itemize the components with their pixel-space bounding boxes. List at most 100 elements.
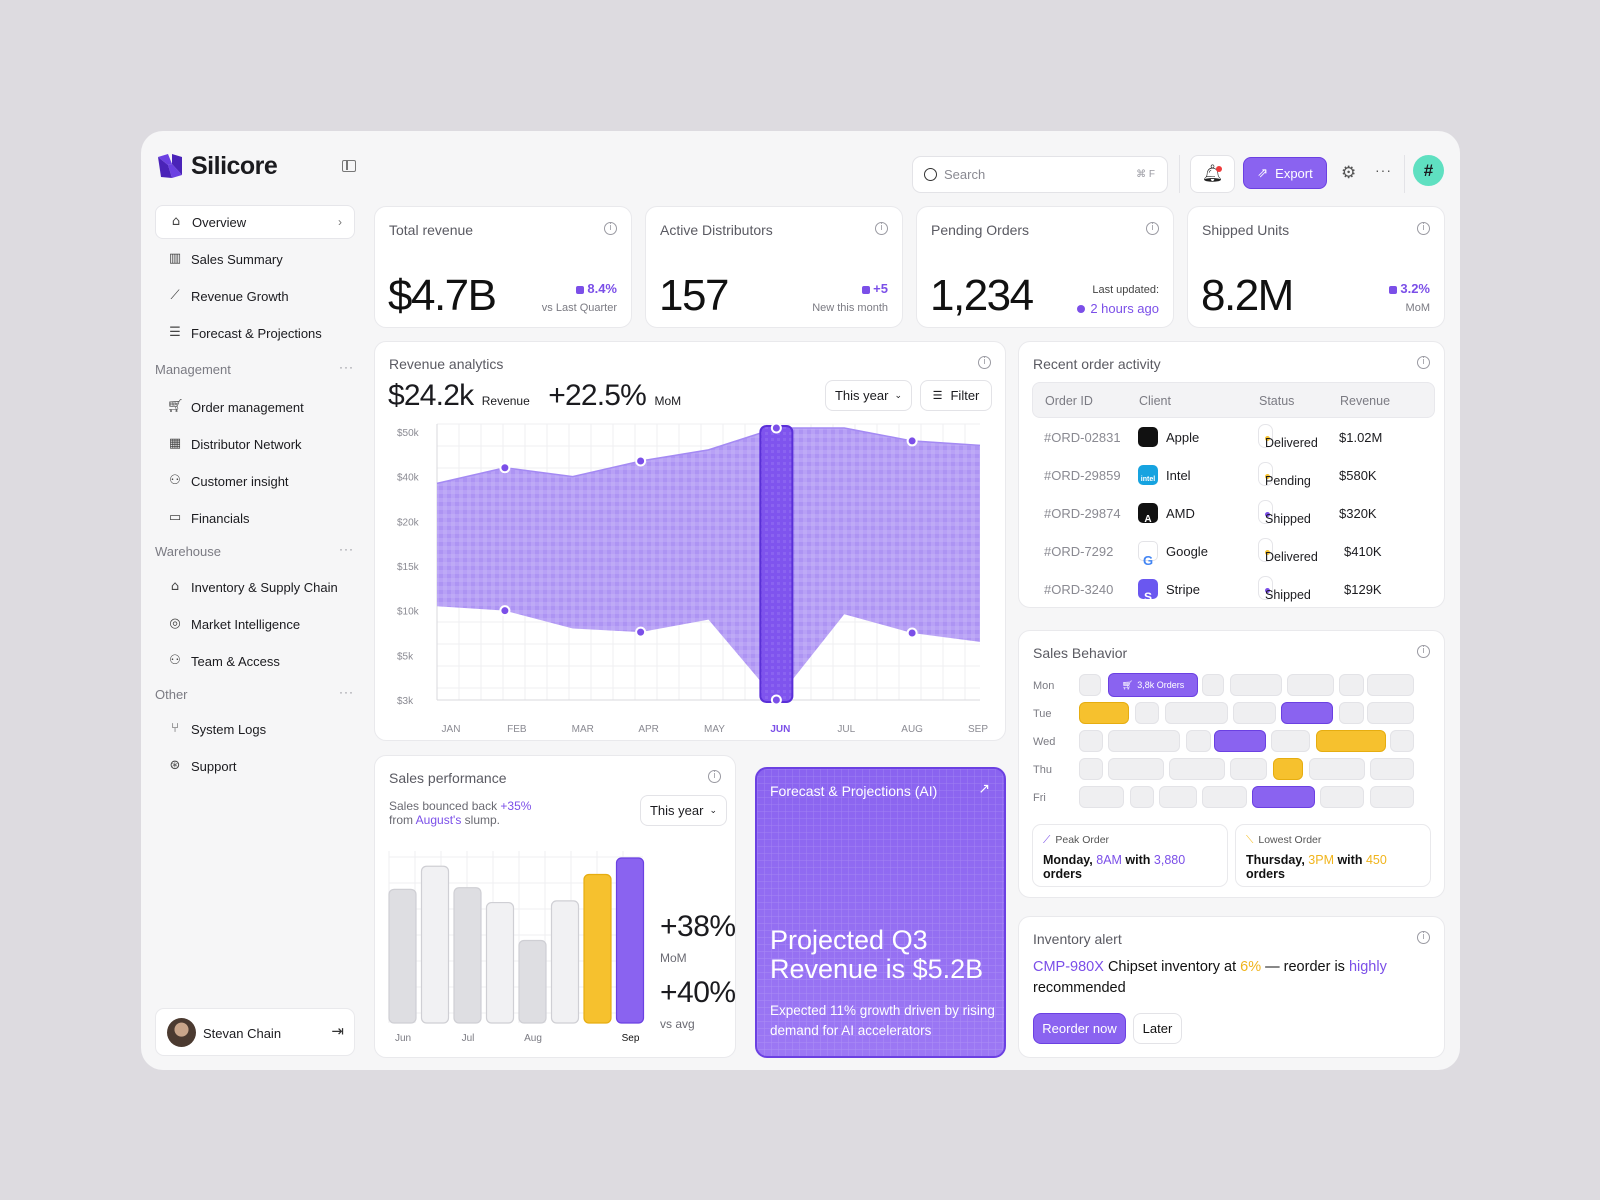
more-icon[interactable]: ··· <box>339 685 354 699</box>
heatmap-cell[interactable] <box>1186 730 1211 752</box>
sidebar-item-revenue-growth[interactable]: ⟋ Revenue Growth <box>155 279 355 313</box>
card-title: Revenue analytics <box>389 356 504 372</box>
heatmap-cell[interactable] <box>1252 786 1315 808</box>
kpi-change: +5 <box>862 281 888 296</box>
more-icon[interactable]: ··· <box>339 360 354 374</box>
sidebar-item-forecast[interactable]: ☰ Forecast & Projections <box>155 316 355 350</box>
heatmap-cell[interactable] <box>1135 702 1159 724</box>
peak-text: Monday, 8AM with 3,880 orders <box>1043 853 1185 881</box>
heatmap-cell[interactable] <box>1370 786 1414 808</box>
section-label-other: Other <box>155 687 188 702</box>
sales-perf-note: Sales bounced back +35% from August's sl… <box>389 799 531 827</box>
reorder-button[interactable]: Reorder now <box>1033 1013 1126 1044</box>
heatmap-cell[interactable] <box>1108 758 1164 780</box>
collapse-sidebar-icon[interactable] <box>342 160 356 172</box>
heatmap-cell[interactable] <box>1230 674 1282 696</box>
heatmap-cell[interactable] <box>1079 786 1124 808</box>
heatmap-cell[interactable] <box>1165 702 1228 724</box>
card-title: Sales performance <box>389 770 507 786</box>
workspace-avatar[interactable]: # <box>1413 155 1444 186</box>
sidebar-item-financials[interactable]: ▭ Financials <box>155 501 355 535</box>
google-logo-icon: G <box>1138 541 1158 568</box>
clock-icon <box>1077 305 1086 313</box>
table-row[interactable]: #ORD-3240 S Stripe Shipped $129K <box>1032 571 1435 609</box>
export-button[interactable]: ⇗ Export <box>1243 157 1327 189</box>
sidebar-item-support[interactable]: ⊛ Support <box>155 749 355 783</box>
table-row[interactable]: #ORD-29874 A AMD Shipped $320K <box>1032 495 1435 533</box>
heatmap-cell[interactable] <box>1316 730 1386 752</box>
status-text: Shipped <box>1265 512 1311 526</box>
table-row[interactable]: #ORD-29859 intel Intel Pending $580K <box>1032 457 1435 495</box>
heatmap-cell[interactable] <box>1339 674 1364 696</box>
heatmap-cell[interactable] <box>1271 730 1310 752</box>
heatmap-cell[interactable] <box>1281 702 1333 724</box>
heatmap-cell[interactable] <box>1079 758 1103 780</box>
note-text: Sales bounced back <box>389 799 501 813</box>
heatmap-cell[interactable] <box>1320 786 1364 808</box>
heatmap-cell[interactable] <box>1169 758 1225 780</box>
heatmap-cell[interactable] <box>1202 786 1247 808</box>
heatmap-cell[interactable] <box>1287 674 1334 696</box>
sidebar-item-market-intelligence[interactable]: ◎ Market Intelligence <box>155 607 355 641</box>
order-revenue: $580K <box>1339 468 1377 483</box>
heatmap-cell[interactable] <box>1273 758 1303 780</box>
info-icon[interactable]: i <box>708 770 721 783</box>
sales-performance-card: Sales performance i Sales bounced back +… <box>374 755 736 1058</box>
y-tick-label: $40k <box>397 473 420 484</box>
heatmap-cell[interactable] <box>1130 786 1154 808</box>
heatmap-cell[interactable] <box>1370 758 1414 780</box>
search-bar[interactable]: Search ⌘ F <box>912 156 1168 193</box>
heatmap-cell[interactable] <box>1079 730 1103 752</box>
heatmap-cell[interactable] <box>1390 730 1414 752</box>
table-row[interactable]: #ORD-02831 Apple Delivered $1.02M <box>1032 419 1435 457</box>
forecast-headline: Projected Q3 Revenue is $5.2B <box>770 925 984 984</box>
notifications-button[interactable]: 🔔︎ <box>1190 155 1235 193</box>
sidebar-item-overview[interactable]: ⌂ Overview › <box>155 205 355 239</box>
table-row[interactable]: #ORD-7292 G Google Delivered $410K <box>1032 533 1435 571</box>
info-icon[interactable]: i <box>1417 222 1430 235</box>
heatmap-cell[interactable] <box>1339 702 1364 724</box>
sidebar-item-team-access[interactable]: ⚇ Team & Access <box>155 644 355 678</box>
info-icon[interactable]: i <box>978 356 991 369</box>
peak-badge[interactable]: 🛒︎ 3,8k Orders <box>1108 673 1198 697</box>
info-icon[interactable]: i <box>1417 645 1430 658</box>
sidebar-item-customer-insight[interactable]: ⚇ Customer insight <box>155 464 355 498</box>
sidebar-item-distributor-network[interactable]: ▦ Distributor Network <box>155 427 355 461</box>
period-select[interactable]: This year ⌄ <box>825 380 912 411</box>
heatmap-cell[interactable] <box>1214 730 1266 752</box>
heatmap-cell[interactable] <box>1159 786 1197 808</box>
heatmap-cell[interactable] <box>1202 674 1224 696</box>
gear-icon[interactable]: ⚙ <box>1341 163 1357 183</box>
status-badge: Pending <box>1258 462 1311 488</box>
heatmap-cell[interactable] <box>1233 702 1276 724</box>
heatmap-cell[interactable] <box>1108 730 1180 752</box>
y-tick-label: $15k <box>397 562 420 573</box>
info-icon[interactable]: i <box>604 222 617 235</box>
period-select[interactable]: This year ⌄ <box>640 795 727 826</box>
sidebar-item-inventory[interactable]: ⌂ Inventory & Supply Chain <box>155 570 355 604</box>
filter-button[interactable]: ☰ Filter <box>920 380 992 411</box>
user-card[interactable]: Stevan Chain ⇥ <box>155 1008 355 1056</box>
forecast-card[interactable]: Forecast & Projections (AI) ↗ Projected … <box>755 767 1006 1058</box>
info-icon[interactable]: i <box>1417 931 1430 944</box>
later-button[interactable]: Later <box>1133 1013 1182 1044</box>
info-icon[interactable]: i <box>1146 222 1159 235</box>
search-input[interactable]: Search <box>944 167 986 182</box>
more-icon[interactable]: ··· <box>1375 162 1392 178</box>
heatmap-cell[interactable] <box>1079 674 1101 696</box>
more-icon[interactable]: ··· <box>339 542 354 556</box>
arrow-up-right-icon[interactable]: ↗ <box>978 781 990 797</box>
info-icon[interactable]: i <box>875 222 888 235</box>
sidebar-item-system-logs[interactable]: ⑂ System Logs <box>155 712 355 746</box>
heatmap-cell[interactable] <box>1367 702 1414 724</box>
sidebar-item-sales-summary[interactable]: ▥ Sales Summary <box>155 242 355 276</box>
sidebar-item-label: Overview <box>192 214 247 230</box>
heatmap-cell[interactable] <box>1309 758 1365 780</box>
sidebar-item-order-management[interactable]: 🛒︎ Order management <box>155 390 355 424</box>
heatmap-cell[interactable] <box>1079 702 1129 724</box>
info-icon[interactable]: i <box>1417 356 1430 369</box>
heatmap-cell[interactable] <box>1230 758 1267 780</box>
heatmap-cell[interactable] <box>1367 674 1414 696</box>
logout-icon[interactable]: ⇥ <box>331 1022 344 1040</box>
y-tick-label: $3k <box>397 696 414 707</box>
